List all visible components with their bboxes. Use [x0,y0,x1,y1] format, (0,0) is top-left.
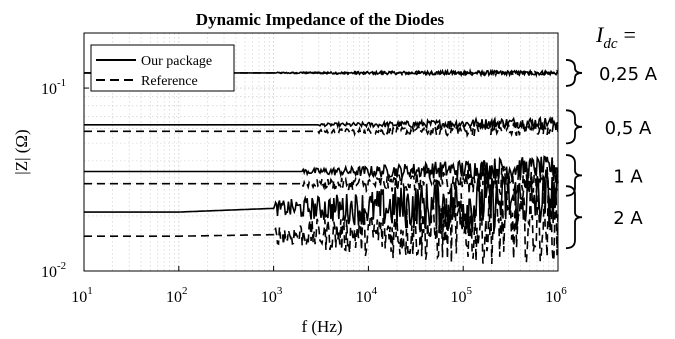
x-tick-labels: 101 102 103 104 105 106 [71,266,567,306]
x-axis-label: f (Hz) [301,317,342,336]
group-annotations: 0,25 A 0,5 A 1 A 2 A [565,59,658,250]
group-header-equals: = [624,22,636,47]
y-axis-label: |Z| (Ω) [12,129,31,174]
group-label: 0,5 A [605,118,652,139]
series-line-our-package [84,115,559,131]
series-line-our-package [84,155,559,180]
group-brace [565,59,583,87]
plot-frame [83,32,559,272]
group-header-subscript: dc [603,36,618,52]
x-tick-label: 106 [545,285,567,306]
series-line-reference [84,119,559,138]
series-line-reference [84,188,559,265]
legend-entry-our-package: Our package [141,54,212,69]
chart-title: Dynamic Impedance of the Diodes [196,10,445,29]
y-tick-label: 10-1 [41,77,66,98]
series-line-our-package [84,170,559,234]
y-tick-labels: 10-1 10-2 [41,77,89,281]
group-label: 2 A [613,208,643,229]
x-tick-label: 104 [356,285,378,306]
x-tick-label: 103 [261,285,283,306]
series-line-reference [84,164,559,196]
x-tick-label: 102 [166,285,188,306]
group-brace [565,109,583,145]
series-layer [84,67,559,265]
legend-box [90,44,235,92]
group-label: 0,25 A [599,64,658,85]
legend: Our package Reference [90,44,235,92]
legend-entry-reference: Reference [141,74,198,89]
group-brace [565,185,583,250]
x-tick-label: 105 [450,285,472,306]
group-label: 1 A [613,166,643,187]
x-tick-label: 101 [71,285,93,306]
y-tick-label: 10-2 [41,260,66,281]
group-header: Idc = [595,22,636,52]
